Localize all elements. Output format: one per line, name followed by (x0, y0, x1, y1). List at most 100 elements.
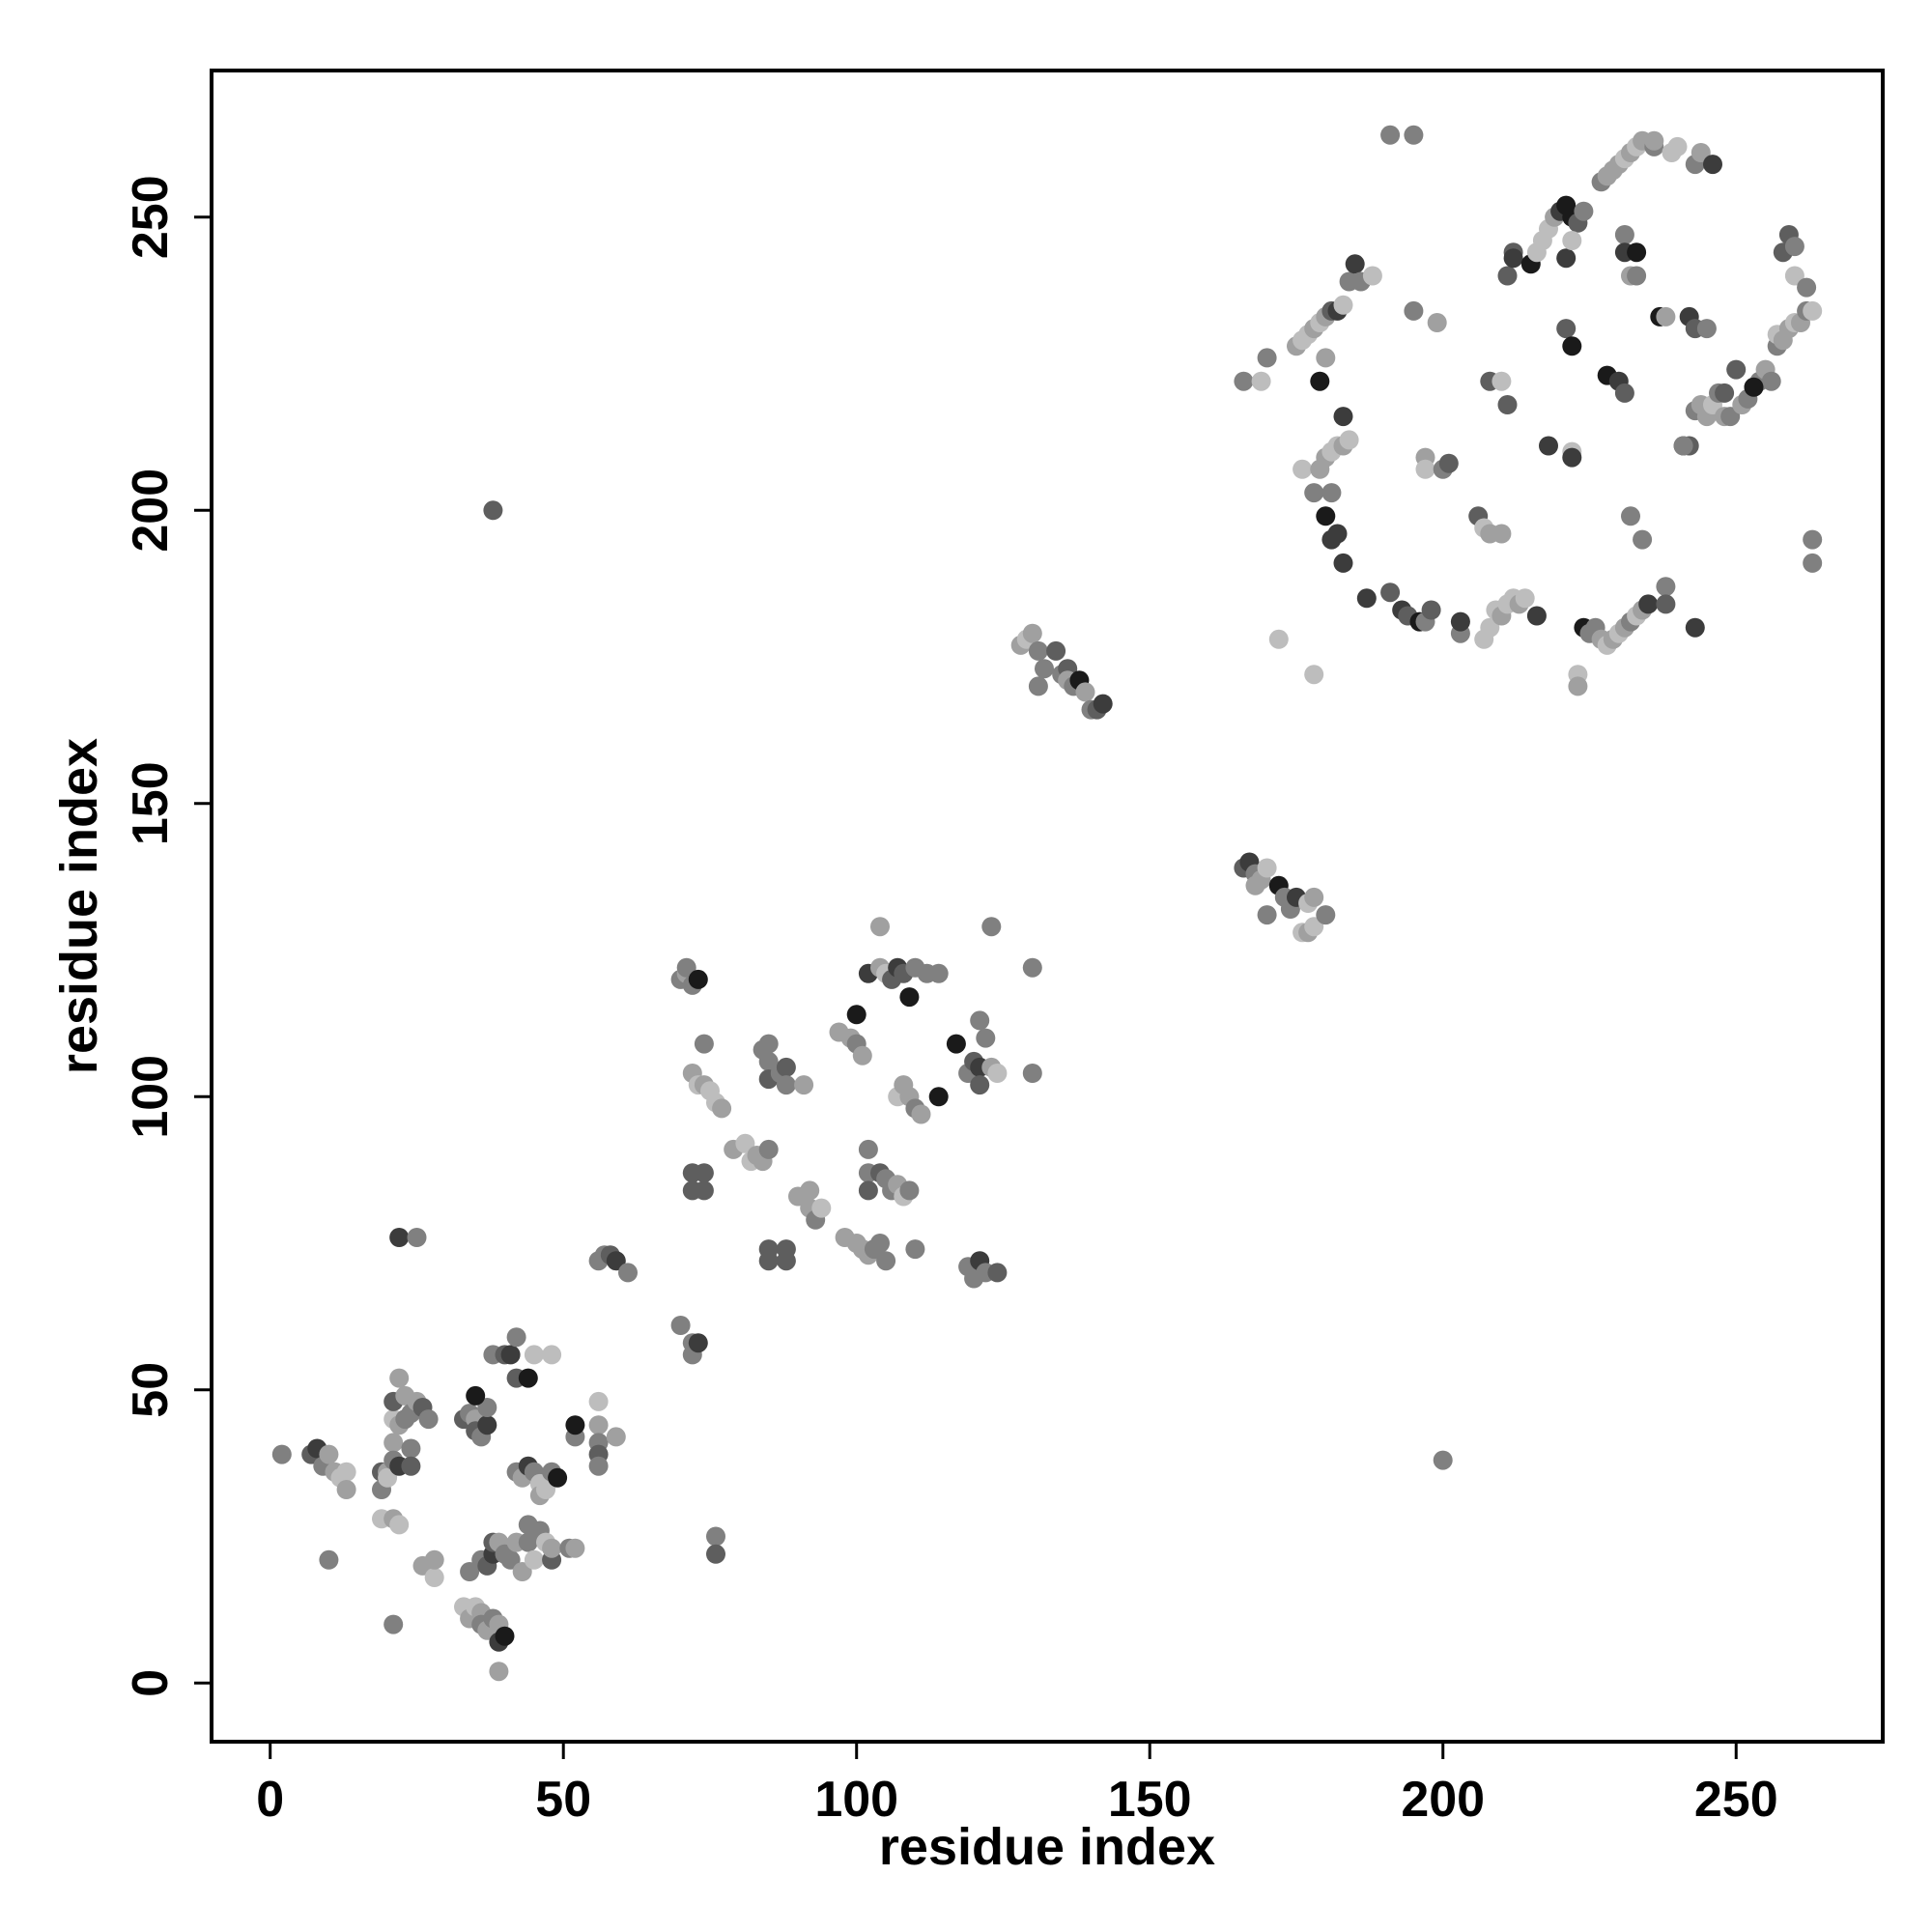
data-point (1503, 248, 1523, 269)
data-point (1093, 694, 1113, 714)
data-point (846, 1005, 867, 1025)
data-point (1438, 453, 1459, 473)
data-point (1797, 277, 1817, 298)
data-point (483, 500, 503, 521)
data-point (1022, 623, 1042, 643)
data-point (1492, 371, 1512, 391)
data-point (899, 1180, 920, 1201)
data-point (1556, 248, 1577, 269)
data-point (712, 1098, 732, 1119)
data-point (1028, 676, 1048, 696)
data-point (1656, 306, 1676, 327)
data-point (542, 1345, 562, 1365)
data-point (1333, 295, 1353, 315)
data-point (506, 1327, 526, 1348)
data-point (1539, 436, 1558, 456)
data-point (1427, 313, 1447, 332)
data-point (495, 1626, 515, 1646)
data-point (1480, 617, 1500, 638)
data-point (794, 1075, 814, 1095)
data-point (1696, 319, 1717, 339)
y-axis: 0 50 100 150 200 250 (123, 175, 212, 1697)
data-point (477, 1415, 497, 1435)
data-point (911, 1104, 931, 1124)
data-point (1022, 957, 1042, 978)
data-point (1562, 336, 1582, 356)
data-point (378, 1467, 398, 1488)
data-point (524, 1345, 544, 1365)
data-point (548, 1467, 568, 1488)
data-point (384, 1433, 404, 1453)
x-tick-label: 150 (1108, 1772, 1192, 1828)
x-tick-label: 200 (1401, 1772, 1485, 1828)
data-point (606, 1427, 626, 1447)
data-point (1304, 887, 1324, 907)
y-tick-label: 200 (123, 469, 179, 553)
data-point (1656, 594, 1676, 614)
data-point (976, 1028, 996, 1048)
data-point (1380, 125, 1401, 145)
data-point (1761, 371, 1781, 391)
data-point (1304, 917, 1324, 937)
data-point (970, 1010, 990, 1031)
data-point (618, 1263, 638, 1283)
data-point (1614, 225, 1634, 244)
data-point (899, 987, 920, 1008)
data-point (1690, 143, 1711, 162)
data-point (524, 1549, 544, 1570)
data-point (1568, 676, 1588, 696)
data-point (384, 1614, 404, 1634)
data-point (401, 1438, 421, 1459)
data-point (424, 1549, 444, 1570)
x-axis-title: residue index (879, 1818, 1215, 1876)
data-point (858, 1180, 878, 1201)
data-point (1333, 553, 1353, 573)
data-point (1644, 130, 1664, 151)
data-point (758, 1034, 779, 1054)
data-point (1433, 1450, 1453, 1470)
data-point (418, 1409, 439, 1430)
data-point (694, 1034, 714, 1054)
data-point (1028, 640, 1048, 661)
data-point (1257, 858, 1277, 878)
data-point (1744, 377, 1764, 397)
data-point (1784, 237, 1804, 257)
data-point (1304, 483, 1324, 503)
data-point (606, 1251, 626, 1271)
data-point (1075, 682, 1095, 702)
y-axis-title: residue index (50, 738, 108, 1074)
data-point (1316, 905, 1336, 925)
data-point (1556, 319, 1577, 339)
data-point (1574, 201, 1594, 221)
data-point (706, 1526, 725, 1547)
data-point (1046, 640, 1066, 661)
data-point (870, 1234, 890, 1253)
data-point (905, 1239, 925, 1260)
y-tick-label: 250 (123, 175, 179, 259)
data-point (1316, 506, 1336, 526)
data-point (1327, 524, 1348, 544)
data-point (319, 1549, 339, 1570)
data-point (565, 1415, 585, 1435)
data-point (500, 1345, 521, 1365)
data-point (565, 1538, 585, 1558)
plot-frame (210, 69, 1885, 1744)
data-point (271, 1444, 292, 1464)
data-point (1404, 125, 1424, 145)
data-point (1685, 617, 1705, 638)
data-point (542, 1538, 562, 1558)
data-point (1627, 266, 1647, 286)
data-point (1497, 266, 1518, 286)
data-point (758, 1051, 779, 1071)
data-point (694, 1180, 714, 1201)
data-point (1035, 659, 1054, 679)
data-point (1803, 529, 1823, 550)
data-point (928, 1087, 949, 1107)
data-point (735, 1133, 755, 1153)
data-point (518, 1368, 538, 1388)
data-point (477, 1398, 497, 1417)
data-point (460, 1562, 480, 1581)
data-point (389, 1228, 410, 1247)
data-point (688, 1333, 708, 1353)
